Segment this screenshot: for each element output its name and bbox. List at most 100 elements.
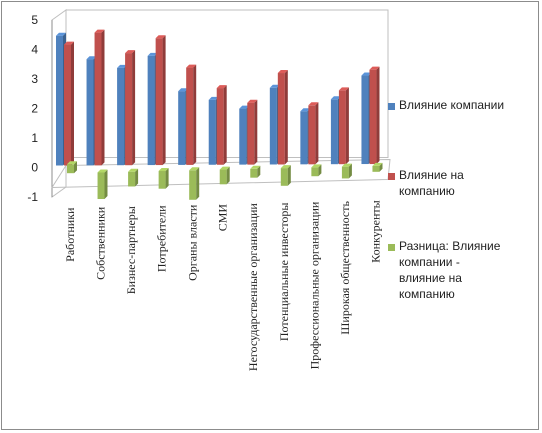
bar-influence-on-company [277,73,285,165]
bar-difference-side [135,168,139,187]
bar-company-influence-top [56,32,66,36]
x-category-label: Широкая общественность [338,200,352,334]
bar-influence-on-company [125,53,133,166]
y-tick-label: 3 [31,72,38,86]
bar-difference [67,164,74,174]
bar-influence-on-company-top [308,102,319,106]
bar-influence-on-company-side [162,35,166,166]
legend-swatch-red [388,173,395,180]
bar-influence-on-company-side [193,64,197,165]
bar-company-influence-top [117,64,128,68]
bar-influence-on-company-top [64,41,74,45]
bar-difference [280,168,288,186]
bar-company-influence [117,67,125,166]
bar-influence-on-company [308,105,316,165]
bar-influence-on-company-side [101,29,105,166]
bar-influence-on-company-top [247,99,258,103]
bar-difference [97,172,105,200]
bar-difference [219,169,227,185]
y-tick-label: 4 [31,43,38,57]
bar-influence-on-company [64,44,71,166]
bar-difference-side [104,169,108,199]
bar-difference-side [379,162,383,172]
bar-difference-top [189,167,200,171]
legend-label-company-influence: Влияние компании [399,97,504,113]
y-tick-label: 1 [31,131,38,145]
bar-influence-on-company [186,67,194,165]
y-tick-label: 5 [31,13,38,27]
x-category-label: СМИ [216,204,230,232]
bar-influence-on-company-top [338,87,349,91]
bar-difference-top [97,169,108,173]
bar-company-influence-top [178,88,189,92]
bar-company-influence-top [330,96,341,100]
bar-difference-top [128,168,139,172]
bar-difference-side [257,165,261,178]
x-category-label: Работники [63,207,77,262]
bar-difference-top [219,166,230,170]
bar-influence-on-company [155,38,163,166]
bar-difference-top [372,162,383,166]
bar-company-influence-top [86,56,97,60]
bar-influence-on-company-top [369,66,380,70]
bar-company-influence [239,108,247,165]
bar-difference [372,165,380,172]
bar-difference [250,168,258,178]
bar-difference [341,166,349,179]
bar-influence-on-company [94,32,102,166]
legend-label-influence-on-company: Влияние на компанию [399,167,464,199]
bar-company-influence-top [269,84,280,88]
bar-difference [189,170,197,200]
bar-difference-side [196,167,200,200]
bar-company-influence-top [300,108,311,112]
bar-company-influence [147,55,155,166]
bar-influence-on-company-top [277,70,288,73]
bar-company-influence [178,91,186,165]
bar-company-influence [330,99,338,165]
bar-influence-on-company-top [125,50,136,54]
legend-swatch-blue [388,103,395,110]
legend-text-line: компании - [399,255,460,269]
bar-influence-on-company-top [155,35,166,39]
bar-difference-side [318,164,322,177]
bar-company-influence-top [239,105,250,109]
legend-text-line: Влияние компании [399,98,505,112]
bar-influence-on-company-side [71,41,74,166]
bar-difference-side [287,165,291,186]
bar-influence-on-company-side [223,85,227,165]
x-category-label: Бизнес-партнеры [124,206,138,294]
bar-influence-on-company-top [216,85,227,89]
bar-influence-on-company [247,102,255,165]
bar-difference-top [67,161,77,165]
chart-floor [51,158,391,189]
legend-text-line: компанию [399,184,455,198]
bar-difference-top [158,168,169,171]
bar-company-influence [361,75,369,165]
bar-company-influence [300,111,308,165]
bar-difference [128,171,136,187]
legend-swatch-green [388,244,395,251]
bar-difference-side [165,168,169,189]
y-tick-label: 0 [31,161,38,175]
x-category-label: Органы власти [185,204,199,281]
bar-difference-top [280,165,291,169]
legend-text-line: Разница: Влияние [399,239,501,253]
legend-label-difference: Разница: Влияние компании - влияние на к… [399,238,500,302]
bar-influence-on-company-side [132,50,136,166]
x-category-label: Потребители [155,205,169,272]
bar-company-influence [269,87,277,165]
bar-influence-on-company-side [284,70,288,165]
x-category-label: Профессиональные организации [307,201,321,369]
bar-company-influence-top [361,72,372,76]
bar-company-influence [56,35,63,166]
bar-difference-side [74,161,77,174]
bar-difference-top [250,165,261,169]
bar-influence-on-company [338,90,346,165]
bar-influence-on-company-side [345,87,349,165]
bar-difference [311,167,319,177]
bar-influence-on-company-top [186,64,197,68]
bar-influence-on-company-side [315,102,319,165]
bar-difference-side [348,163,352,179]
legend-text-line: Влияние на [399,168,464,182]
